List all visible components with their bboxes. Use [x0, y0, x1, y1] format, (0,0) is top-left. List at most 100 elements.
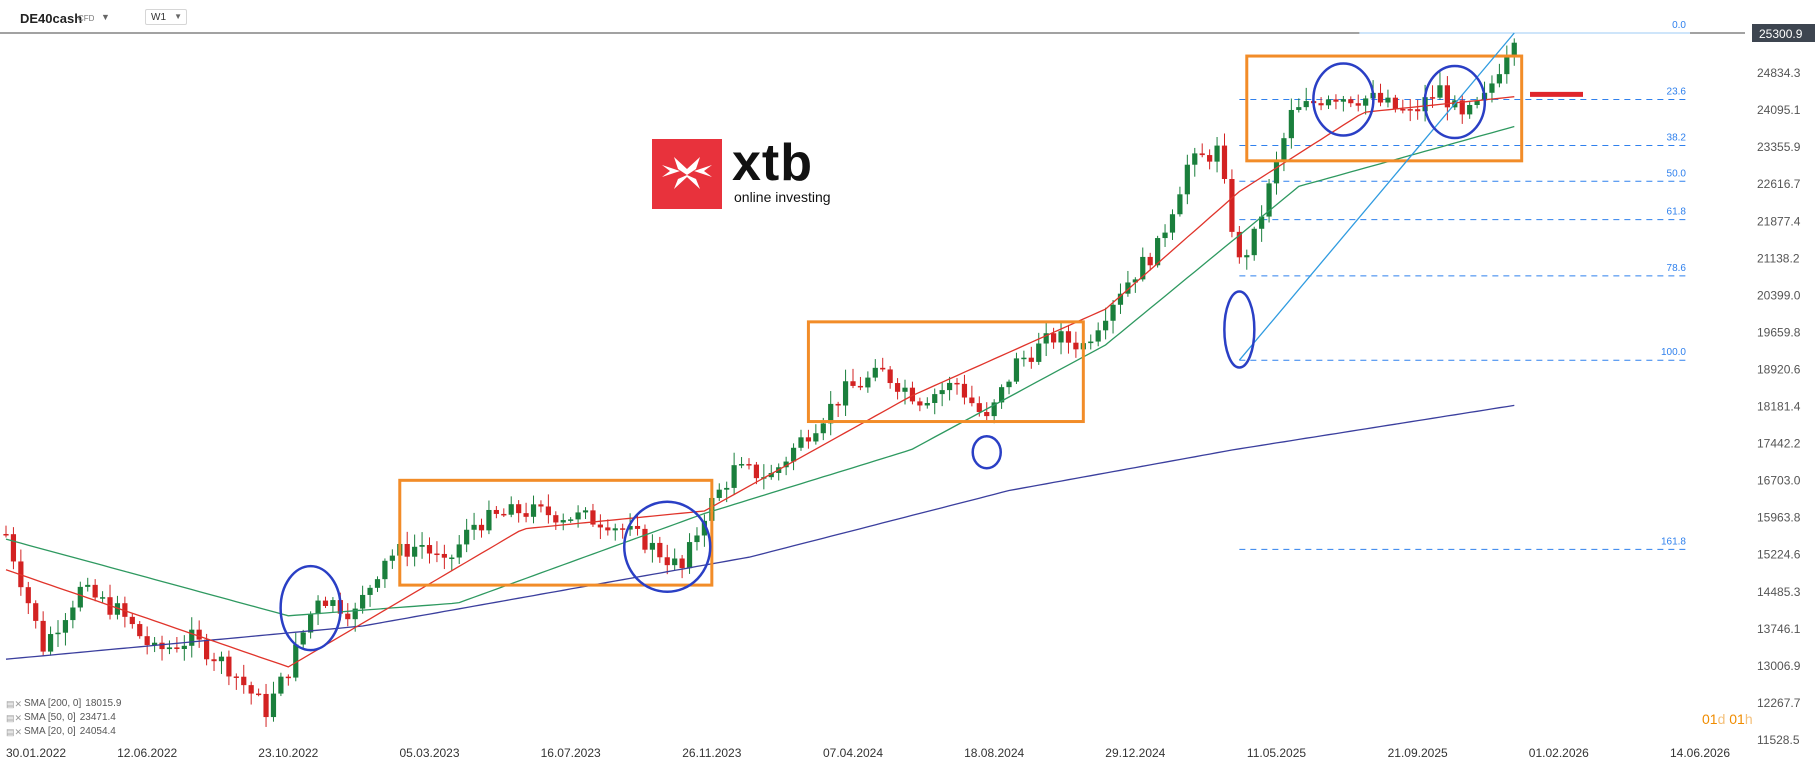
price-axis-tick: 18181.4 — [1757, 400, 1801, 414]
candle-body — [486, 509, 492, 531]
candle-body — [582, 510, 589, 513]
consolidation-box[interactable] — [806, 320, 1085, 424]
indicator-settings-icon[interactable]: ▤✕ — [6, 727, 23, 737]
legend-sma200[interactable]: ▤✕ SMA [200, 0] 18015.9 — [6, 697, 121, 711]
highlight-circle[interactable] — [1312, 62, 1375, 137]
price-axis-tick: 24834.3 — [1757, 66, 1801, 80]
candle-body — [605, 527, 611, 531]
candle-body — [226, 656, 232, 677]
candle-countdown: 01d 01h — [1702, 711, 1753, 727]
legend-value: 24054.4 — [79, 726, 116, 737]
candle-body — [478, 524, 485, 531]
candle-body — [1236, 231, 1242, 258]
candle-body — [1333, 99, 1339, 102]
countdown-hours-unit: h — [1744, 711, 1753, 727]
last-price-badge — [1752, 24, 1815, 42]
candle-body — [1281, 138, 1287, 160]
symbol-name[interactable]: DE40cash — [20, 11, 83, 26]
consolidation-box[interactable] — [398, 478, 714, 587]
candle-body — [1125, 282, 1131, 294]
legend-value: 23471.4 — [79, 712, 116, 723]
price-axis-tick: 20399.0 — [1757, 288, 1801, 302]
xtb-logo-mark — [652, 139, 722, 209]
candle-body — [501, 513, 507, 516]
indicator-settings-icon[interactable]: ▤✕ — [6, 713, 23, 723]
candle-body — [701, 520, 708, 536]
candle-body — [590, 510, 596, 525]
candle-body — [850, 381, 856, 386]
candle-body — [842, 381, 849, 406]
candle-body — [1110, 304, 1116, 321]
legend-sma50[interactable]: ▤✕ SMA [50, 0] 23471.4 — [6, 711, 121, 725]
fib-level-label: 0.0 — [1672, 20, 1686, 31]
candle-body — [738, 464, 745, 466]
consolidation-box[interactable] — [1245, 54, 1524, 163]
fib-level-label: 161.8 — [1661, 536, 1686, 547]
candle-body — [367, 587, 373, 595]
candle-body — [1288, 109, 1294, 139]
candle-body — [1147, 256, 1153, 266]
candle-body — [1355, 103, 1361, 106]
candle-body — [998, 387, 1005, 403]
highlight-circle[interactable] — [1223, 290, 1256, 369]
candle-body — [1415, 109, 1421, 112]
candle-body — [1444, 85, 1450, 108]
price-axis-tick: 24095.1 — [1757, 103, 1801, 117]
candle-body — [894, 383, 901, 392]
candle-body — [1065, 331, 1072, 343]
candle-body — [976, 403, 982, 413]
sma20-line — [5, 96, 1515, 668]
highlight-circle[interactable] — [279, 564, 342, 652]
candle-body — [686, 542, 693, 569]
candle-body — [374, 579, 381, 588]
price-axis-tick: 23355.9 — [1757, 140, 1801, 154]
date-axis-tick: 11.05.2025 — [1247, 746, 1306, 760]
highlight-circle[interactable] — [1423, 64, 1487, 140]
candle-body — [530, 504, 537, 517]
candle-body — [1400, 109, 1406, 111]
chart-toolbar: DE40cash CFD ▼ W1 ▼ — [0, 0, 1815, 34]
candle-body — [166, 647, 173, 650]
candle-body — [77, 586, 83, 608]
candle-body — [1392, 97, 1398, 110]
candle-body — [917, 401, 923, 406]
candle-body — [946, 382, 953, 391]
candle-body — [137, 624, 143, 637]
highlight-circle[interactable] — [971, 434, 1002, 470]
candle-body — [189, 629, 195, 646]
candle-body — [1073, 342, 1079, 350]
candle-body — [508, 504, 514, 515]
candle-body — [1199, 153, 1205, 156]
trendline[interactable] — [1238, 32, 1515, 361]
price-axis-tick: 11528.5 — [1757, 733, 1800, 747]
candle-body — [10, 534, 17, 562]
logo-wordmark: xtb — [732, 134, 813, 192]
highlight-circle[interactable] — [623, 500, 712, 594]
timeframe-select[interactable]: W1 ▼ — [145, 9, 187, 25]
symbol-dropdown-icon[interactable]: ▼ — [101, 12, 110, 22]
indicator-settings-icon[interactable]: ▤✕ — [6, 699, 23, 709]
candle-body — [300, 632, 306, 645]
candle-body — [204, 639, 210, 660]
sma50-line — [5, 125, 1515, 617]
date-axis-tick: 21.09.2025 — [1388, 746, 1448, 760]
timeframe-value: W1 — [151, 12, 166, 23]
legend-sma20[interactable]: ▤✕ SMA [20, 0] 24054.4 — [6, 725, 121, 739]
candle-body — [70, 607, 76, 621]
candle-body — [790, 447, 797, 462]
xtb-logo: xtb online investing — [652, 134, 862, 209]
candle-body — [679, 558, 685, 569]
candle-body — [694, 535, 700, 543]
candle-body — [642, 528, 648, 550]
candle-body — [345, 613, 351, 620]
candle-body — [828, 403, 834, 424]
date-axis-tick: 07.04.2024 — [823, 746, 883, 760]
candle-body — [1266, 183, 1272, 217]
candle-body — [716, 489, 722, 498]
candle-body — [857, 385, 864, 388]
candle-body — [991, 402, 997, 417]
candle-body — [270, 693, 277, 718]
date-axis-tick: 29.12.2024 — [1105, 746, 1165, 760]
candle-body — [924, 402, 930, 406]
